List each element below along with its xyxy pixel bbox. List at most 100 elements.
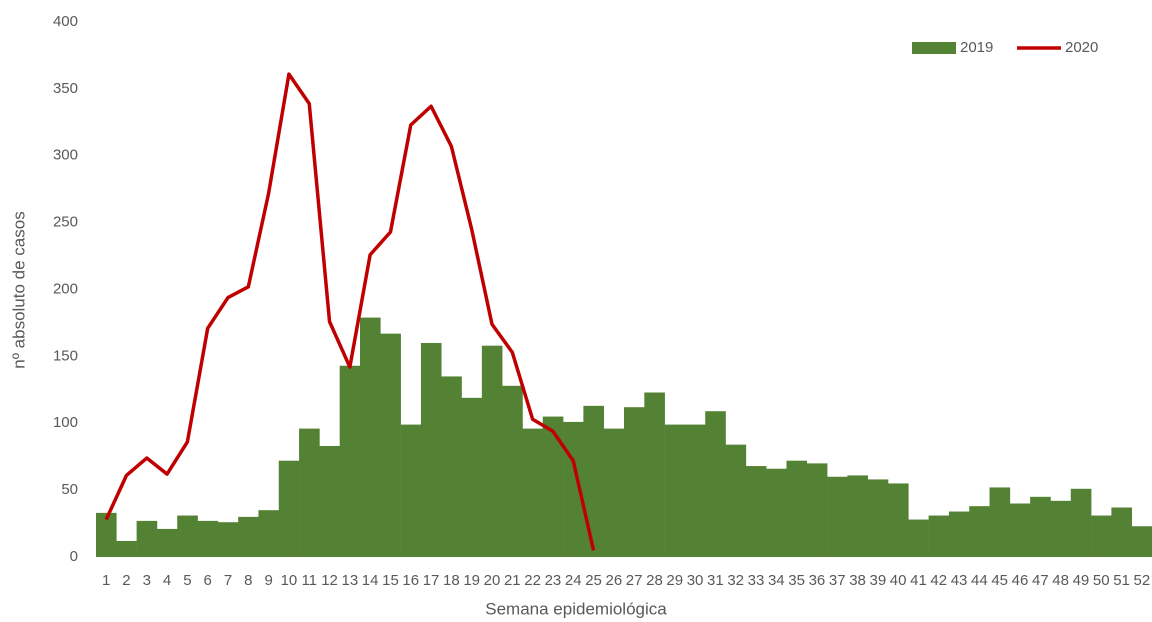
x-tick-label: 44 (971, 572, 988, 589)
bar (664, 424, 686, 557)
bar (461, 397, 483, 557)
x-tick-label: 45 (991, 572, 1008, 589)
x-tick-label: 40 (890, 572, 907, 589)
x-tick-label: 16 (402, 572, 419, 589)
bar (725, 444, 747, 557)
y-tick-label: 250 (53, 214, 78, 231)
bar (1030, 496, 1051, 557)
y-axis-label: nº absoluto de casos (9, 211, 28, 368)
x-tick-label: 27 (626, 572, 643, 589)
bar (1009, 503, 1031, 557)
x-tick-label: 24 (565, 572, 582, 589)
x-tick-label: 34 (768, 572, 785, 589)
x-tick-label: 18 (443, 572, 460, 589)
x-tick-label: 15 (382, 572, 399, 589)
bar (481, 345, 503, 557)
x-tick-label: 42 (930, 572, 947, 589)
bar (542, 416, 564, 557)
bar (1050, 500, 1072, 557)
bar (908, 519, 929, 557)
bar (766, 468, 787, 557)
bar (888, 483, 909, 557)
y-tick-label: 200 (53, 280, 78, 297)
x-tick-label: 41 (910, 572, 927, 589)
bar (847, 475, 868, 557)
bar (238, 516, 259, 557)
bar (786, 460, 808, 557)
bar (928, 515, 950, 557)
bar (1070, 488, 1092, 557)
bar (177, 515, 198, 557)
x-tick-label: 3 (143, 572, 151, 589)
bar (522, 428, 544, 557)
x-tick-label: 10 (281, 572, 298, 589)
x-tick-label: 12 (321, 572, 338, 589)
bar (156, 528, 178, 557)
x-tick-label: 21 (504, 572, 521, 589)
x-tick-label: 1 (102, 572, 110, 589)
x-tick-label: 29 (666, 572, 683, 589)
bar (948, 511, 970, 557)
bar (441, 376, 462, 557)
bar (420, 343, 442, 557)
x-tick-label: 39 (870, 572, 887, 589)
bar (644, 392, 665, 557)
bar (502, 385, 523, 557)
x-tick-label: 7 (224, 572, 232, 589)
x-tick-label: 47 (1032, 572, 1049, 589)
legend-label: 2019 (960, 39, 993, 56)
bar (583, 405, 604, 557)
bar (1111, 507, 1132, 557)
bar (806, 463, 828, 557)
legend-label: 2020 (1065, 39, 1098, 56)
bar (969, 506, 990, 557)
x-tick-label: 46 (1012, 572, 1029, 589)
x-tick-label: 43 (951, 572, 968, 589)
x-tick-label: 49 (1073, 572, 1090, 589)
x-tick-label: 2 (122, 572, 130, 589)
bar (380, 333, 401, 557)
x-tick-label: 35 (788, 572, 805, 589)
bar (989, 487, 1011, 557)
x-tick-label: 19 (463, 572, 480, 589)
bar (745, 466, 767, 557)
x-tick-label: 8 (244, 572, 252, 589)
x-tick-label: 9 (264, 572, 272, 589)
x-tick-label: 13 (342, 572, 359, 589)
y-tick-label: 150 (53, 347, 78, 364)
bar (278, 460, 300, 557)
x-tick-label: 51 (1113, 572, 1130, 589)
bar (217, 522, 239, 557)
legend-swatch (912, 42, 956, 54)
line (104, 72, 596, 551)
x-tick-label: 36 (809, 572, 826, 589)
x-tick-label: 23 (545, 572, 562, 589)
x-tick-label: 52 (1134, 572, 1151, 589)
bar (1091, 515, 1112, 557)
x-tick-label: 6 (204, 572, 212, 589)
y-tick-label: 350 (53, 80, 78, 97)
x-tick-label: 32 (727, 572, 744, 589)
x-tick-label: 48 (1052, 572, 1069, 589)
y-tick-label: 300 (53, 147, 78, 164)
y-tick-label: 0 (70, 548, 78, 565)
x-tick-label: 31 (707, 572, 724, 589)
bar (116, 540, 137, 557)
bar (96, 512, 117, 557)
bar (705, 411, 726, 557)
x-tick-label: 17 (423, 572, 440, 589)
bar (299, 428, 320, 557)
x-tick-label: 26 (606, 572, 623, 589)
x-tick-label: 28 (646, 572, 663, 589)
bar (197, 520, 219, 557)
bar (136, 520, 158, 557)
x-tick-label: 5 (183, 572, 191, 589)
bar (400, 424, 422, 557)
x-tick-label: 38 (849, 572, 866, 589)
x-tick-label: 20 (484, 572, 501, 589)
bar (319, 445, 340, 557)
bar (258, 510, 280, 557)
y-tick-label: 50 (61, 481, 78, 498)
bar (1131, 526, 1152, 557)
